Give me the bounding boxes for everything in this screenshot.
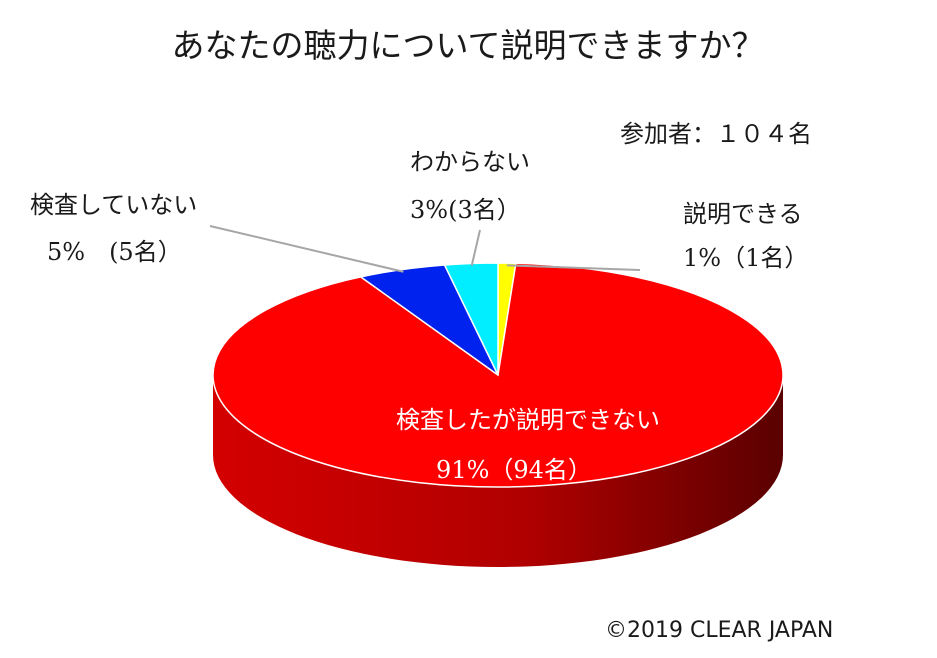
- leader-lines: [209, 225, 641, 273]
- slice-label-not-tested: 検査していない: [30, 191, 197, 219]
- leader-not-tested: [209, 225, 404, 273]
- pie-side-wall: [213, 375, 783, 567]
- leader-unknown: [470, 229, 481, 266]
- slice-label-unknown: わからない: [410, 148, 530, 176]
- slice-value-explain: 1%（1名）: [683, 244, 808, 272]
- slice-value-not-tested: 5% (5名）: [47, 238, 182, 266]
- slice-value-cannot-explain: 91%（94名）: [436, 456, 592, 484]
- slice-value-unknown: 3%(3名）: [410, 196, 521, 224]
- pie-top: [212, 262, 784, 488]
- slice-label-cannot-explain: 検査したが説明できない: [396, 406, 660, 434]
- leader-explain: [506, 264, 641, 271]
- slice-label-explain: 説明できる: [683, 200, 803, 228]
- slice-unknown: [443, 262, 499, 376]
- copyright: ©2019 CLEAR JAPAN: [605, 618, 833, 643]
- participants-count: 参加者：１０４名: [620, 120, 812, 148]
- chart-title: あなたの聴力について説明できますか？: [171, 26, 764, 65]
- pie-side: [213, 375, 783, 567]
